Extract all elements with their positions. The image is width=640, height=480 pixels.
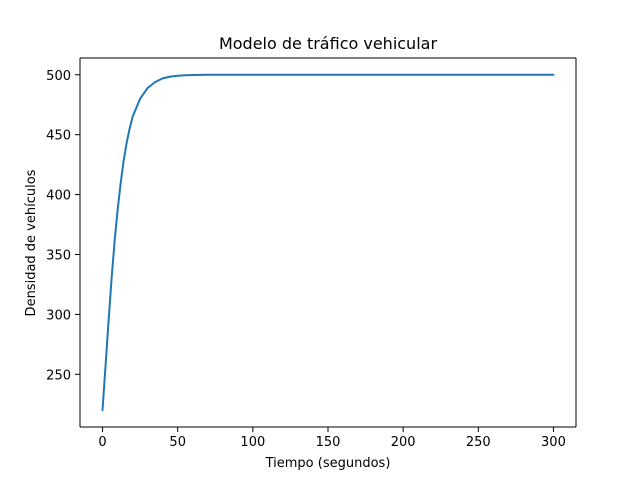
- x-tick-label: 150: [316, 435, 341, 450]
- x-axis-ticks: 0 50 100 150 200 250 300: [98, 427, 566, 450]
- y-tick-label: 350: [46, 248, 71, 263]
- x-axis-label: Tiempo (segundos): [265, 456, 391, 471]
- y-tick-label: 250: [46, 368, 71, 383]
- series-layer: [101, 73, 555, 412]
- x-tick-label: 300: [541, 435, 566, 450]
- y-axis-label: Densidad de vehículos: [24, 169, 39, 316]
- plot-area: [79, 57, 577, 428]
- y-axis-ticks: 250 300 350 400 450 500: [46, 69, 80, 383]
- series-line: [101, 73, 555, 412]
- y-tick-label: 300: [46, 308, 71, 323]
- x-tick-label: 50: [169, 435, 186, 450]
- x-tick-label: 0: [98, 435, 106, 450]
- y-tick-label: 450: [46, 129, 71, 144]
- chart-title: Modelo de tráfico vehicular: [219, 34, 437, 53]
- x-tick-label: 250: [466, 435, 491, 450]
- y-tick-label: 500: [46, 69, 71, 84]
- axes-frame: [79, 57, 577, 428]
- x-tick-label: 200: [391, 435, 416, 450]
- y-tick-label: 400: [46, 189, 71, 204]
- x-tick-label: 100: [240, 435, 265, 450]
- plot-background: [80, 58, 576, 427]
